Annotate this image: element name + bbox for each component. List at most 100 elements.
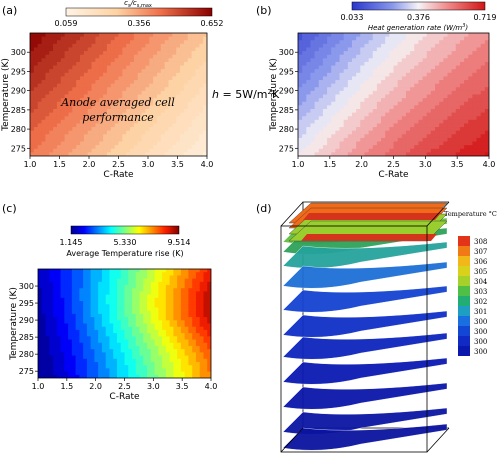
heat-cell: [64, 288, 69, 293]
heat-cell: [439, 134, 444, 139]
heat-cell: [172, 101, 177, 106]
heat-cell: [156, 90, 162, 96]
heat-cell: [68, 275, 73, 280]
heat-cell: [188, 374, 193, 378]
heat-cell: [109, 275, 114, 280]
heat-cell: [480, 137, 486, 143]
heat-cell: [33, 101, 39, 106]
heat-cell: [126, 90, 131, 96]
heat-cell: [468, 58, 473, 63]
heat-cell: [331, 47, 336, 52]
heat-cell: [385, 130, 390, 135]
heat-cell: [385, 134, 390, 139]
heat-cell: [49, 137, 54, 143]
heat-cell: [298, 141, 303, 146]
heat-cell: [106, 83, 112, 88]
heat-cell: [113, 275, 118, 280]
heat-cell: [132, 339, 137, 344]
heat-cell: [447, 58, 453, 63]
heat-cell: [203, 98, 207, 103]
heat-cell: [176, 127, 181, 132]
heat-cell: [145, 61, 150, 67]
heat-cell: [33, 51, 39, 56]
heat-cell: [376, 51, 382, 56]
heat-cell: [56, 83, 62, 88]
heat-cell: [435, 134, 440, 139]
heat-cell: [105, 371, 111, 376]
heat-cell: [314, 58, 320, 63]
heat-cell: [183, 152, 189, 156]
heat-cell: [156, 58, 162, 63]
heat-cell: [207, 272, 211, 277]
heat-cell: [103, 152, 108, 156]
heat-cell: [306, 51, 312, 56]
heat-cell: [118, 40, 123, 45]
heat-cell: [393, 127, 399, 132]
heat-cell: [90, 336, 96, 341]
heat-cell: [393, 101, 399, 106]
heat-cell: [72, 108, 77, 114]
heat-cell: [184, 342, 190, 347]
heat-cell: [68, 368, 73, 373]
heat-cell: [335, 51, 341, 56]
heat-cell: [397, 101, 403, 106]
heat-cell: [430, 43, 436, 49]
heat-cell: [147, 361, 152, 366]
heat-cell: [372, 69, 378, 74]
heat-cell: [86, 349, 92, 353]
heat-cell: [45, 285, 50, 289]
heat-cell: [459, 148, 465, 153]
heat-cell: [124, 326, 129, 331]
heat-cell: [83, 345, 88, 350]
heat-cell: [347, 83, 353, 88]
heat-cell: [418, 51, 424, 56]
heat-cell: [75, 371, 80, 376]
heat-cell: [199, 83, 204, 88]
heat-cell: [451, 90, 457, 96]
heat-cell: [56, 108, 62, 114]
heat-cell: [314, 43, 320, 49]
heat-cell: [356, 83, 361, 88]
heat-cell: [103, 137, 108, 143]
heat-cell: [41, 320, 47, 325]
heat-cell: [135, 317, 141, 321]
heat-cell: [49, 368, 54, 373]
heat-cell: [343, 134, 349, 139]
heat-cell: [351, 43, 357, 49]
heat-cell: [120, 349, 126, 353]
heat-cell: [143, 297, 148, 302]
heat-cell: [154, 288, 159, 293]
heat-cell: [298, 134, 303, 139]
heat-cell: [116, 301, 122, 305]
heat-cell: [60, 137, 66, 143]
heat-cell: [188, 278, 193, 283]
heat-cell: [451, 148, 457, 153]
heat-cell: [91, 33, 97, 38]
heat-cell: [199, 307, 205, 312]
heat-cell: [164, 80, 170, 85]
heat-cell: [410, 152, 415, 156]
heat-cell: [376, 58, 382, 63]
heat-cell: [393, 47, 399, 52]
heat-cell: [207, 358, 211, 363]
x-tick-label: 2.0: [355, 160, 368, 169]
heat-cell: [172, 137, 177, 143]
heat-cell: [41, 365, 47, 369]
heat-cell: [41, 47, 46, 52]
heat-cell: [476, 130, 482, 135]
heat-cell: [177, 291, 182, 296]
heat-cell: [162, 355, 167, 360]
heat-cell: [191, 134, 197, 139]
heat-cell: [141, 83, 147, 88]
heat-cell: [75, 281, 80, 286]
heat-cell: [64, 123, 70, 128]
heat-cell: [164, 108, 170, 114]
heat-cell: [455, 127, 461, 132]
heat-cell: [347, 54, 353, 59]
heat-cell: [124, 358, 129, 363]
heat-cell: [30, 112, 35, 117]
heat-cell: [114, 51, 120, 56]
heat-cell: [56, 313, 62, 318]
heat-cell: [135, 278, 141, 283]
heat-cell: [422, 101, 428, 106]
